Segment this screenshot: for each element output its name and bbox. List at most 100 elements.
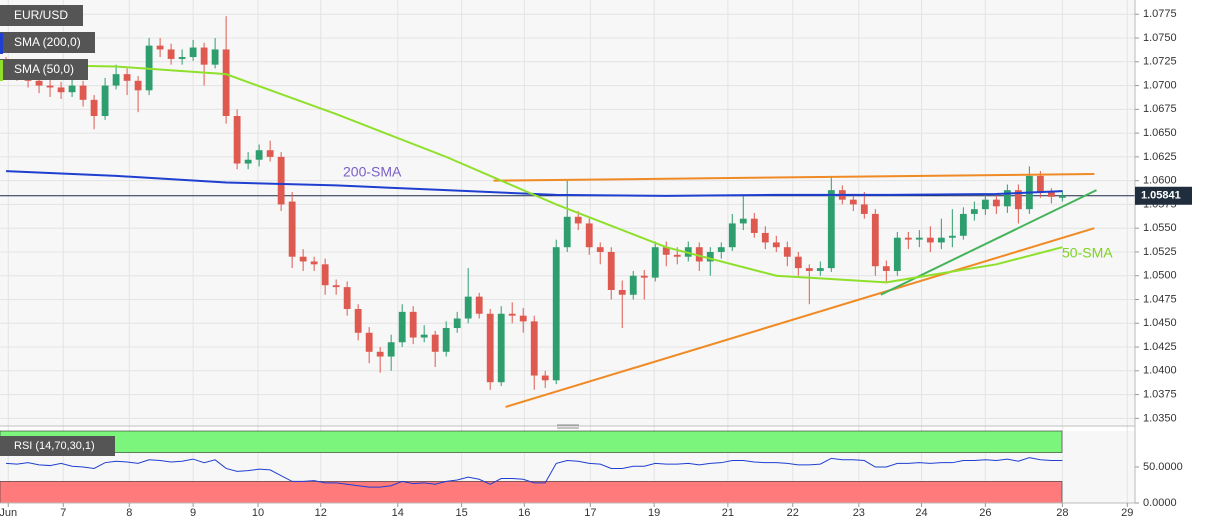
rsi-label: RSI (14,70,30,1): [14, 440, 95, 452]
y-tick-label: 1.0450: [1143, 317, 1177, 329]
candle-body: [552, 247, 560, 381]
sma-line: [6, 63, 1063, 284]
candle-body: [860, 204, 868, 214]
rsi-label-box: [0, 436, 115, 456]
candle-body: [354, 309, 362, 333]
candle-body: [398, 311, 406, 343]
candle-body: [486, 313, 494, 383]
candle-body: [563, 216, 571, 248]
candle-body: [497, 313, 505, 383]
candle-body: [574, 216, 582, 224]
y-tick-label: 1.0500: [1143, 270, 1177, 282]
y-tick-label: 1.0475: [1143, 293, 1177, 305]
marks: [0, 16, 1135, 488]
x-tick-label: 23: [853, 507, 865, 519]
x-tick-label: 15: [455, 507, 467, 519]
candle-body: [310, 261, 318, 265]
candle-body: [266, 150, 274, 157]
y-tick-label: 1.0400: [1143, 365, 1177, 377]
candle-body: [409, 311, 417, 338]
candle-body: [134, 80, 142, 91]
x-tick-label: 10: [252, 507, 264, 519]
x-tick-label: 28: [1056, 507, 1068, 519]
candle-body: [222, 49, 230, 116]
x-tick-label: 29: [1121, 507, 1133, 519]
y-tick-label: 1.0775: [1143, 8, 1177, 20]
candle-body: [46, 85, 54, 88]
candle-body: [244, 159, 252, 164]
legend-box: [0, 59, 88, 80]
candle-body: [321, 264, 329, 286]
candle-body: [728, 223, 736, 248]
y-tick-label: 1.0750: [1143, 32, 1177, 44]
grid: [0, 0, 1135, 504]
candle-body: [442, 328, 450, 352]
candle-body: [827, 190, 835, 269]
candle-body: [651, 247, 659, 278]
x-tick-label: 9: [190, 507, 196, 519]
x-tick-label: 26: [979, 507, 991, 519]
rsi-tick-label: 50.0000: [1143, 461, 1183, 473]
x-tick-label: 17: [584, 507, 596, 519]
legend-label: SMA (50,0): [14, 62, 74, 76]
candle-body: [794, 256, 802, 269]
candle-body: [805, 268, 813, 271]
current-price-box: [1135, 186, 1192, 205]
candle-body: [695, 247, 703, 262]
candle-body: [189, 47, 197, 58]
y-tick-label: 1.0725: [1143, 56, 1177, 68]
candle-body: [739, 218, 747, 224]
candle-body: [849, 199, 857, 205]
overbought-band: [0, 430, 1063, 453]
x-tick-label: 21: [722, 507, 734, 519]
y-tick-label: 1.0650: [1143, 127, 1177, 139]
candle-body: [992, 199, 1000, 207]
y-tick-label: 1.0700: [1143, 79, 1177, 91]
candle-body: [959, 213, 967, 236]
candle-body: [112, 74, 120, 86]
candle-body: [662, 247, 670, 255]
candle-body: [618, 289, 626, 295]
candle-body: [464, 296, 472, 319]
oversold-band: [0, 481, 1063, 504]
annotation: 50-SMA: [1062, 245, 1113, 261]
y-tick-label: 1.0375: [1143, 388, 1177, 400]
x-tick-label: 22: [787, 507, 799, 519]
candle-body: [508, 313, 516, 316]
candle-body: [68, 85, 76, 93]
candle-body: [1036, 175, 1044, 193]
candle-body: [332, 285, 340, 288]
candle-body: [706, 251, 714, 262]
trendline: [505, 227, 1095, 408]
x-tick-label: 7: [60, 507, 66, 519]
legend-label: SMA (200,0): [14, 35, 81, 49]
trendline: [493, 172, 1095, 182]
candle-body: [937, 237, 945, 243]
candle-body: [431, 334, 439, 352]
candle-body: [882, 266, 890, 271]
candle-body: [211, 49, 219, 65]
candle-body: [123, 74, 131, 81]
legend-swatch: [0, 33, 3, 54]
candle-body: [629, 275, 637, 295]
candle-body: [101, 85, 109, 116]
candle-body: [530, 321, 538, 376]
candle-body: [673, 254, 681, 257]
candle-body: [453, 318, 461, 329]
y-tick-label: 1.0675: [1143, 103, 1177, 115]
x-tick-label: 8: [126, 507, 132, 519]
x-tick-label: 14: [392, 507, 404, 519]
candle-body: [893, 237, 901, 271]
y-tick-label: 1.0525: [1143, 246, 1177, 258]
candle-body: [255, 150, 263, 160]
candle-body: [1003, 190, 1011, 207]
candle-body: [761, 232, 769, 243]
candle-body: [299, 256, 307, 262]
candle-body: [79, 85, 87, 100]
candle-body: [948, 235, 956, 238]
candle-body: [750, 218, 758, 233]
candle-body: [288, 201, 296, 257]
current-price-label: 1.05841: [1141, 190, 1181, 202]
